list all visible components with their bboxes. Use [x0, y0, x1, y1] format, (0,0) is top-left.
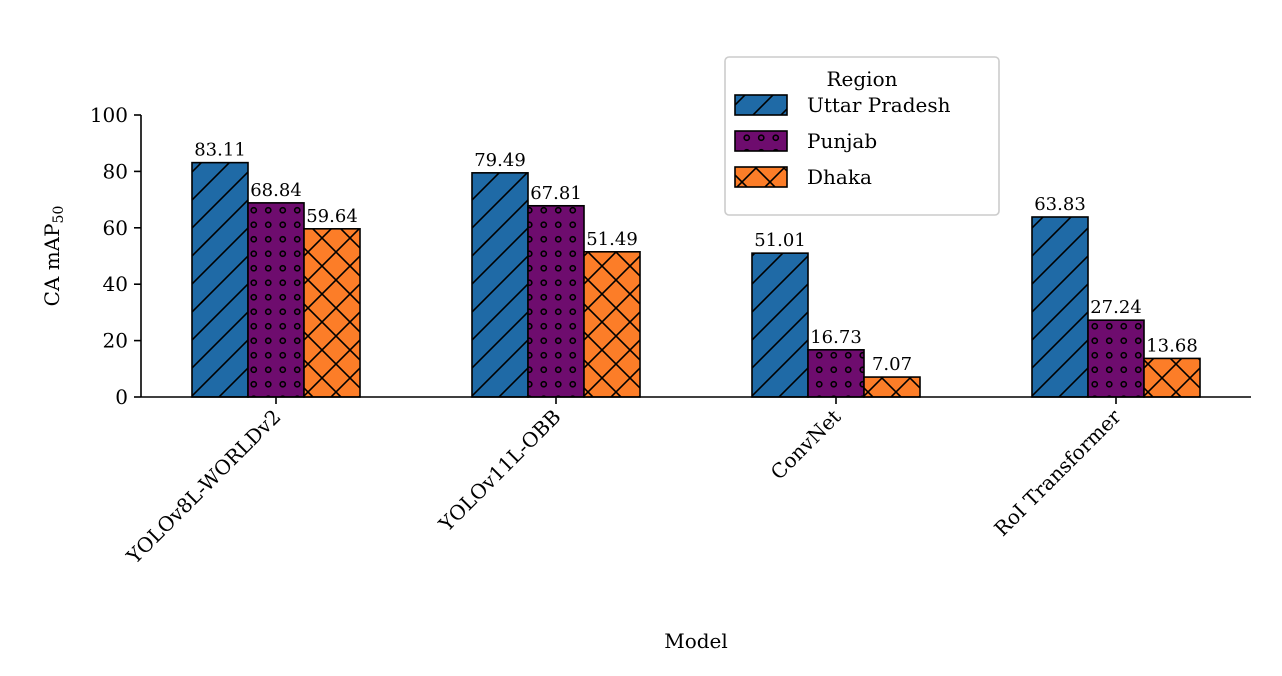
x-tick-label: YOLOv11L-OBB — [433, 405, 565, 537]
bar-value-label: 7.07 — [872, 354, 912, 375]
x-tick-label: ConvNet — [766, 405, 846, 485]
x-tick-label: RoI Transformer — [989, 404, 1126, 541]
legend-frame — [724, 56, 1000, 216]
y-axis-title-main: CA mAP — [40, 223, 64, 306]
x-ticks: YOLOv8L-WORLDv2 YOLOv11L-OBB ConvNet RoI Tr… — [121, 397, 1126, 569]
bar-value-label: 79.49 — [474, 150, 526, 171]
y-tick-label: 60 — [103, 216, 128, 240]
y-tick-label: 100 — [90, 103, 128, 127]
bar-uttar-pradesh-2 — [751, 252, 809, 398]
bar-dhaka-0 — [303, 228, 361, 398]
bar-value-label: 27.24 — [1090, 297, 1142, 318]
legend-title: Region — [826, 67, 897, 91]
y-axis-title: CA mAP50 — [40, 206, 67, 307]
bar-uttar-pradesh-0 — [191, 161, 249, 398]
legend-label: Dhaka — [807, 165, 872, 189]
bar-punjab-3 — [1087, 319, 1145, 398]
bar-punjab-2 — [807, 349, 865, 398]
x-axis-title: Model — [664, 629, 728, 653]
y-ticks: 0 20 40 60 80 100 — [90, 103, 141, 409]
legend-items: Uttar Pradesh Punjab Dhaka — [734, 93, 951, 189]
bar-value-label: 16.73 — [810, 327, 862, 348]
legend-swatch — [734, 94, 788, 116]
bar-value-label: 68.84 — [250, 180, 302, 201]
legend-swatch — [734, 166, 788, 188]
legend-label: Punjab — [807, 129, 877, 153]
bar-dhaka-1 — [583, 250, 641, 398]
y-tick-label: 20 — [103, 329, 128, 353]
bar-uttar-pradesh-3 — [1031, 216, 1089, 398]
y-tick-label: 0 — [115, 385, 128, 409]
bar-value-label: 59.64 — [306, 206, 358, 227]
bar-punjab-1 — [527, 204, 585, 398]
y-tick-label: 80 — [103, 159, 128, 183]
bar-value-label: 83.11 — [194, 140, 246, 161]
legend: Region Uttar Pradesh Punjab Dhaka — [724, 56, 1000, 216]
legend-swatch — [734, 130, 788, 152]
bars-layer — [191, 161, 1201, 398]
bar-dhaka-2 — [863, 376, 921, 398]
bar-value-label: 13.68 — [1146, 335, 1198, 356]
bar-uttar-pradesh-1 — [471, 172, 529, 398]
bar-punjab-0 — [247, 202, 305, 398]
bar-dhaka-3 — [1143, 357, 1201, 398]
bar-value-label: 63.83 — [1034, 194, 1086, 215]
legend-label: Uttar Pradesh — [807, 93, 951, 117]
bar-value-label: 67.81 — [530, 183, 582, 204]
y-tick-label: 40 — [103, 272, 128, 296]
x-tick-label: YOLOv8L-WORLDv2 — [121, 405, 285, 569]
bar-value-label: 51.49 — [586, 229, 638, 250]
bar-value-label: 51.01 — [754, 230, 806, 251]
y-axis-title-subscript: 50 — [51, 206, 67, 224]
